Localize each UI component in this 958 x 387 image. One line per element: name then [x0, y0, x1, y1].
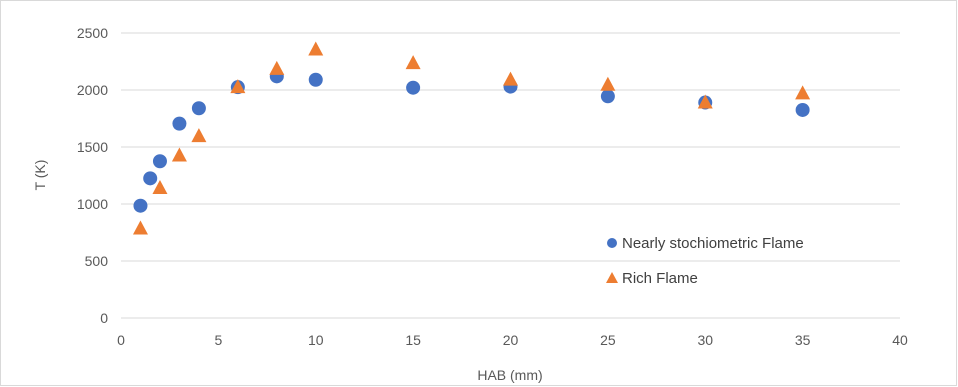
y-tick-label-1000: 1000	[77, 196, 108, 212]
data-point-triangle	[600, 76, 616, 91]
legend-label-stoichiometric: Nearly stochiometric Flame	[622, 235, 804, 252]
legend-item-rich: Rich Flame	[606, 270, 698, 287]
data-points	[132, 41, 811, 235]
data-point-triangle	[230, 79, 246, 94]
data-point-triangle	[152, 179, 168, 194]
data-point-circle	[308, 72, 323, 87]
data-point-triangle	[503, 71, 518, 86]
x-tick-label-25: 25	[600, 332, 616, 348]
x-tick-label-0: 0	[117, 332, 125, 348]
legend-marker-circle	[607, 238, 617, 248]
data-point-circle	[133, 198, 148, 213]
y-tick-label-500: 500	[85, 253, 109, 269]
data-point-triangle	[697, 94, 713, 109]
data-point-triangle	[132, 220, 148, 235]
data-point-circle	[600, 89, 615, 104]
data-point-triangle	[191, 128, 207, 143]
data-point-triangle	[269, 60, 285, 75]
legend: Nearly stochiometric Flame Rich Flame	[606, 235, 804, 287]
y-tick-label-2500: 2500	[77, 25, 108, 41]
x-axis-title: HAB (mm)	[477, 367, 542, 383]
x-tick-label-30: 30	[697, 332, 713, 348]
y-tick-labels: 0 500 1000 1500 2000 2500	[77, 25, 108, 326]
y-tick-label-2000: 2000	[77, 82, 108, 98]
x-tick-label-20: 20	[503, 332, 519, 348]
y-tick-label-0: 0	[100, 310, 108, 326]
data-point-circle	[152, 154, 167, 169]
y-tick-label-1500: 1500	[77, 139, 108, 155]
x-tick-label-35: 35	[795, 332, 811, 348]
data-point-triangle	[308, 41, 324, 56]
x-tick-label-15: 15	[405, 332, 421, 348]
data-point-triangle	[795, 85, 811, 100]
legend-marker-triangle	[606, 272, 618, 283]
data-point-circle	[191, 101, 206, 116]
data-point-triangle	[405, 55, 421, 70]
data-point-circle	[406, 80, 421, 95]
x-tick-label-5: 5	[214, 332, 222, 348]
x-tick-label-10: 10	[308, 332, 324, 348]
legend-label-rich: Rich Flame	[622, 270, 698, 287]
data-point-circle	[172, 116, 187, 131]
legend-item-stoichiometric: Nearly stochiometric Flame	[607, 235, 804, 252]
data-point-triangle	[171, 147, 187, 162]
data-point-circle	[143, 171, 158, 186]
data-point-circle	[795, 102, 810, 117]
y-axis-title: T (K)	[32, 160, 48, 191]
x-tick-labels: 0 5 10 15 20 25 30 35 40	[117, 332, 908, 348]
x-tick-label-40: 40	[892, 332, 908, 348]
